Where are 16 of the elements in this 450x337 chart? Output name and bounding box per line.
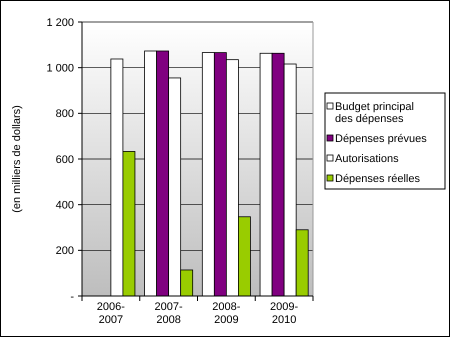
y-tick-label: 1 000 — [46, 62, 74, 75]
x-tick-label: 2007- 2008 — [154, 301, 184, 326]
legend-label: Dépenses prévues — [335, 133, 428, 145]
legend-label: Autorisations — [335, 153, 400, 165]
x-tick-label: 2008- 2009 — [212, 301, 241, 326]
x-tick-label: 2009- 2010 — [270, 301, 299, 326]
x-tick-label: 2006- 2007 — [96, 301, 126, 326]
legend-label: Dépenses réelles — [335, 173, 420, 185]
y-tick-label: - — [70, 290, 74, 303]
y-axis-title: (en milliers de dollars) — [11, 105, 23, 213]
y-tick-label: 200 — [56, 245, 74, 258]
y-tick-label: 400 — [56, 200, 74, 212]
y-tick-label: 600 — [56, 154, 74, 166]
legend-label: Budget principal des dépenses — [335, 101, 414, 125]
y-tick-label: 1 200 — [46, 16, 74, 29]
y-tick-label: 800 — [56, 108, 74, 120]
